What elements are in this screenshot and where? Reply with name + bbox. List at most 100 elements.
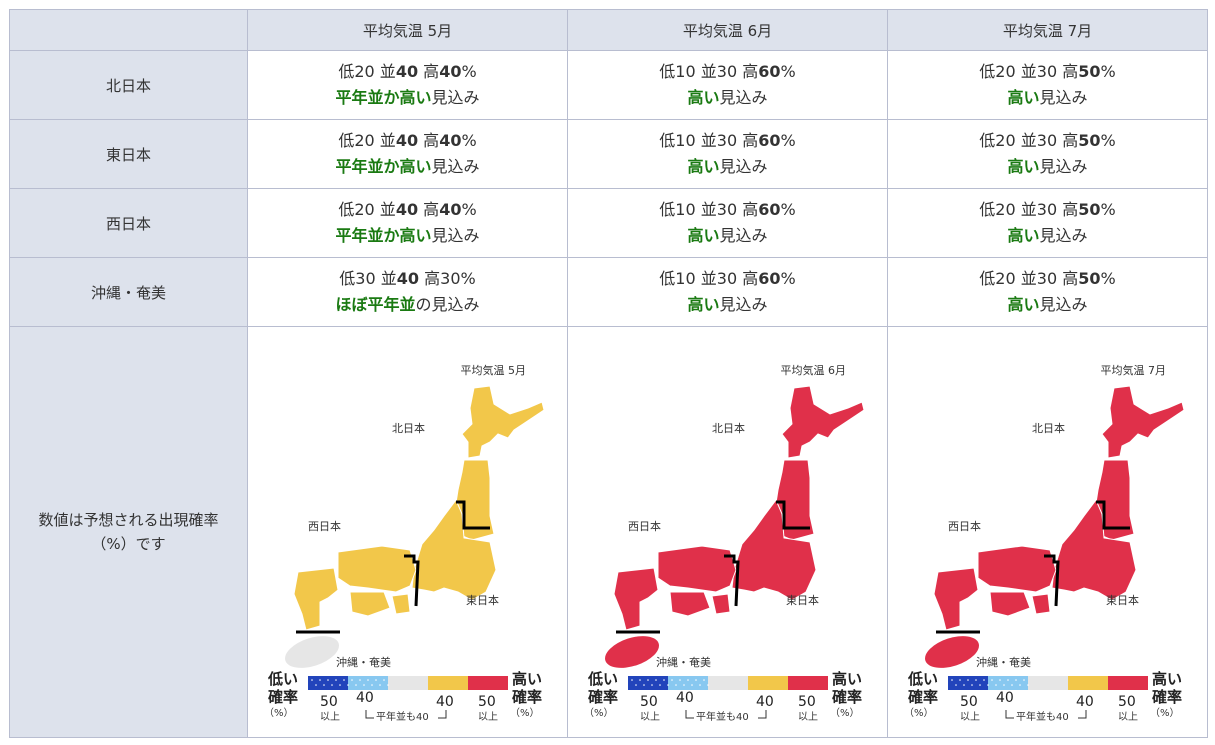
shikoku-region [348,591,391,617]
forecast-cell: 低10 並30 高60% 高い見込み [567,119,888,189]
hokkaido-region [780,384,865,459]
percent-sign: % [780,62,796,81]
mid-value: 30 [1036,269,1058,288]
verdict-line: 平年並か高い見込み [248,85,567,111]
legend-dot [982,678,985,681]
probability-line: 低20 並30 高50% [888,266,1207,292]
mid-label: 並 [379,131,396,150]
probability-line: 低20 並30 高50% [888,128,1207,154]
hokkaido-region [460,384,545,459]
high-label: 高 [423,200,440,219]
legend-dot [342,678,345,681]
map-row: 数値は予想される出現確率（%）です 平均気温 5月 北日本 西日本 東日本 沖縄・奄美低… [9,326,1208,738]
mid-value: 40 [395,131,419,150]
high-value: 40 [439,62,462,81]
probability-line: 低30 並40 高30% [248,266,567,292]
kii-region [710,592,731,615]
legend-low-pct: （%） [584,707,614,719]
low-label: 低 [659,131,676,150]
legend-dot [958,678,961,681]
mid-value: 30 [716,269,738,288]
low-value: 20 [995,200,1016,219]
okinawa-region [284,635,339,668]
legend-bracket-left [1005,709,1014,718]
legend-high-pct: （%） [830,707,860,719]
high-value: 60 [758,62,781,81]
low-label: 低 [979,62,996,81]
percent-sign: % [461,131,477,150]
map-title: 平均気温 6月 [780,363,846,377]
east-japan-region [730,498,817,601]
region-label: 北日本 [9,50,248,120]
low-value: 20 [354,200,375,219]
percent-sign: % [461,62,477,81]
low-value: 10 [675,131,696,150]
legend-num-high50: 50 [1118,694,1136,710]
map-label-east: 東日本 [466,593,499,607]
high-label: 高 [423,131,440,150]
percent-sign: % [1100,269,1116,288]
verdict-suffix: 見込み [1039,295,1088,314]
high-label: 高 [742,269,759,288]
legend-dot [642,683,645,686]
low-label: 低 [979,200,996,219]
percent-sign: % [1100,200,1116,219]
legend-dot [950,678,953,681]
map-cell-may: 平均気温 5月 北日本 西日本 東日本 沖縄・奄美 低い 確率 （%） 高い 確率 （%） 50 40 4… [247,326,568,738]
low-value: 20 [354,62,375,81]
mid-label: 並 [1020,269,1037,288]
legend-dot [358,678,361,681]
chugoku-kinki-region [977,544,1057,593]
probability-line: 低20 並30 高50% [888,197,1207,223]
mid-value: 30 [1036,62,1058,81]
kyushu-region [932,566,979,631]
verdict-suffix: 見込み [719,88,768,107]
mid-label: 並 [700,200,717,219]
map-title: 平均気温 7月 [1100,363,1166,377]
percent-sign: % [780,269,796,288]
verdict-line: 高い見込み [888,154,1207,180]
legend-swatch-mid [1027,675,1068,690]
high-label: 高 [1062,269,1079,288]
verdict-suffix: 見込み [431,157,480,176]
forecast-cell: 低20 並30 高50% 高い見込み [887,257,1208,327]
legend-swatch-low40 [987,675,1028,690]
low-value: 10 [675,62,696,81]
mid-value: 30 [716,62,738,81]
legend-dot [998,678,1001,681]
legend-swatch-low50 [307,675,348,690]
legend-num-low50: 50 [960,694,978,710]
legend-low-pct: （%） [264,707,294,719]
legend-high-title: 高い [832,670,862,688]
percent-sign: % [461,200,477,219]
legend-above-high: 以上 [1118,711,1138,723]
verdict-line: 高い見込み [568,292,887,318]
east-west-boundary [1043,554,1060,606]
legend-dot [654,678,657,681]
forecast-cell: 低10 並30 高60% 高い見込み [567,257,888,327]
high-value: 60 [758,200,781,219]
legend-high-pct: （%） [510,707,540,719]
verdict-suffix: 見込み [719,295,768,314]
legend-swatch-mid [707,675,748,690]
verdict-suffix: 見込み [431,226,480,245]
legend-low-pct: （%） [904,707,934,719]
legend-dot [1014,678,1017,681]
percent-sign: % [460,269,476,288]
mid-value: 40 [395,200,419,219]
forecast-cell: 低20 並40 高40% 平年並か高い見込み [247,50,568,120]
legend-swatch-mid [387,675,428,690]
low-label: 低 [339,269,356,288]
mid-label: 並 [700,131,717,150]
corner-cell [9,9,248,51]
legend-dot [378,683,381,686]
verdict-text: 高い [1007,88,1040,107]
mid-value: 30 [1036,200,1058,219]
mid-label: 並 [1020,200,1037,219]
east-japan-region [1050,498,1137,601]
probability-line: 低10 並30 高60% [568,59,887,85]
legend-dot [670,678,673,681]
region-row-north: 北日本 低20 並40 高40% 平年並か高い見込み 低10 並30 高60% 高い見込… [9,50,1208,120]
